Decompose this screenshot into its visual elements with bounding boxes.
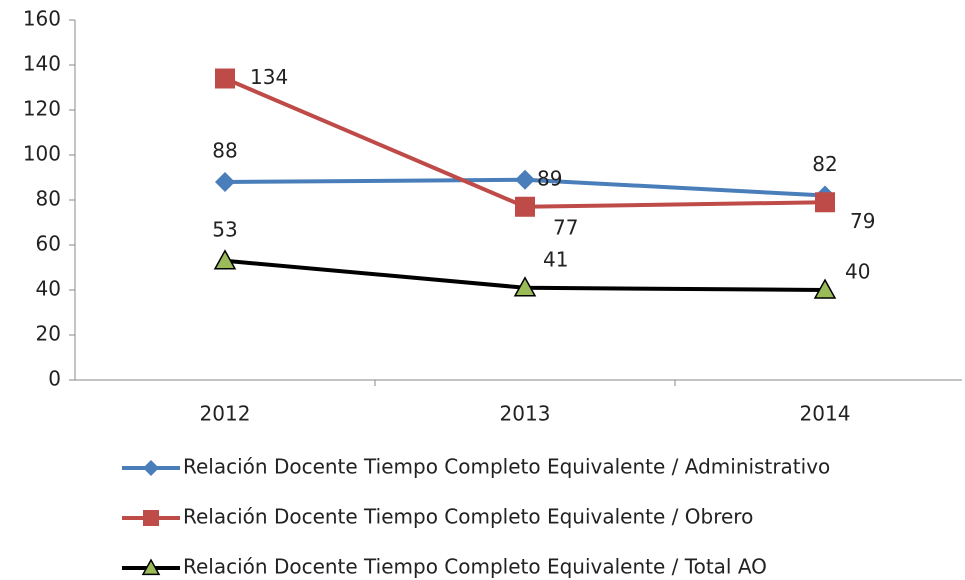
legend-label: Relación Docente Tiempo Completo Equival… [183,505,753,529]
y-tick-label: 80 [36,187,61,211]
data-label: 77 [553,215,578,239]
data-label: 53 [212,217,237,241]
data-label: 88 [212,139,237,163]
marker [813,278,837,299]
data-label: 82 [812,152,837,176]
data-label: 40 [845,260,870,284]
legend-label: Relación Docente Tiempo Completo Equival… [183,455,830,479]
y-tick-label: 160 [23,7,61,31]
y-tick-label: 140 [23,52,61,76]
data-label: 41 [543,247,568,271]
marker [513,276,537,297]
x-tick-label: 2014 [800,402,851,426]
marker [215,172,235,192]
y-tick-label: 0 [48,367,61,391]
data-label: 79 [850,209,875,233]
marker [143,460,159,476]
marker [515,196,535,217]
y-tick-label: 60 [36,232,61,256]
marker [215,68,235,89]
legend-label: Relación Docente Tiempo Completo Equival… [183,555,767,579]
marker [515,169,535,190]
y-tick-label: 120 [23,97,61,121]
marker [213,249,237,270]
marker [143,510,159,526]
marker [815,192,835,213]
marker [141,558,161,576]
x-tick-label: 2013 [500,402,551,426]
x-tick-label: 2012 [200,402,251,426]
y-tick-label: 100 [23,142,61,166]
data-label: 134 [250,65,288,89]
y-tick-label: 40 [36,277,61,301]
data-label: 89 [537,166,562,190]
y-tick-label: 20 [36,322,61,346]
